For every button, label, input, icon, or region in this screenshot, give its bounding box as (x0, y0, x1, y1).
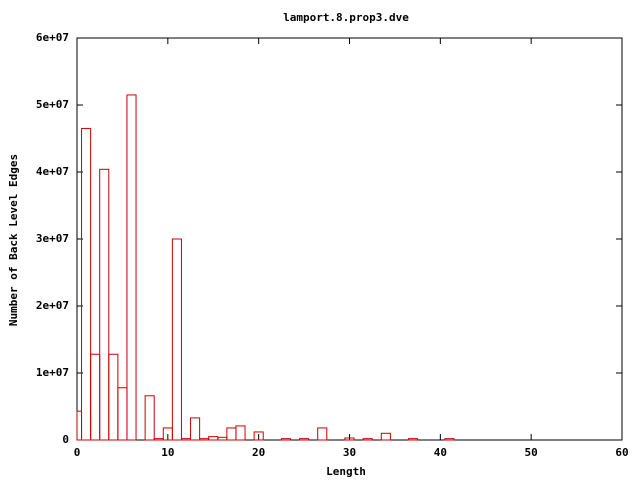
bar (144, 395, 155, 441)
y-tick-label: 0 (62, 433, 69, 446)
bar (253, 431, 264, 441)
x-tick-label: 50 (525, 446, 538, 459)
bar (344, 437, 355, 441)
y-tick-label: 2e+07 (36, 299, 69, 312)
x-tick-label: 30 (343, 446, 356, 459)
x-axis-label: Length (326, 465, 366, 478)
bar (126, 94, 137, 441)
x-tick-label: 20 (252, 446, 265, 459)
bar (280, 438, 291, 441)
y-tick-label: 3e+07 (36, 232, 69, 245)
x-tick-label: 10 (161, 446, 174, 459)
chart-title: lamport.8.prop3.dve (283, 11, 409, 24)
y-tick-label: 4e+07 (36, 165, 69, 178)
bar (235, 425, 246, 441)
y-axis-label: Number of Back Level Edges (7, 154, 20, 326)
bar (299, 438, 310, 441)
bar (171, 238, 182, 441)
bar (190, 417, 201, 441)
y-tick-label: 1e+07 (36, 366, 69, 379)
x-tick-label: 60 (615, 446, 628, 459)
bar (380, 432, 391, 441)
y-tick-label: 5e+07 (36, 98, 69, 111)
y-tick-label: 6e+07 (36, 31, 69, 44)
x-tick-label: 40 (434, 446, 447, 459)
bar (362, 438, 373, 441)
bar (81, 127, 92, 441)
bar (444, 438, 455, 441)
bar (408, 438, 419, 441)
bar (317, 427, 328, 441)
x-tick-label: 0 (74, 446, 81, 459)
bar (99, 168, 110, 441)
